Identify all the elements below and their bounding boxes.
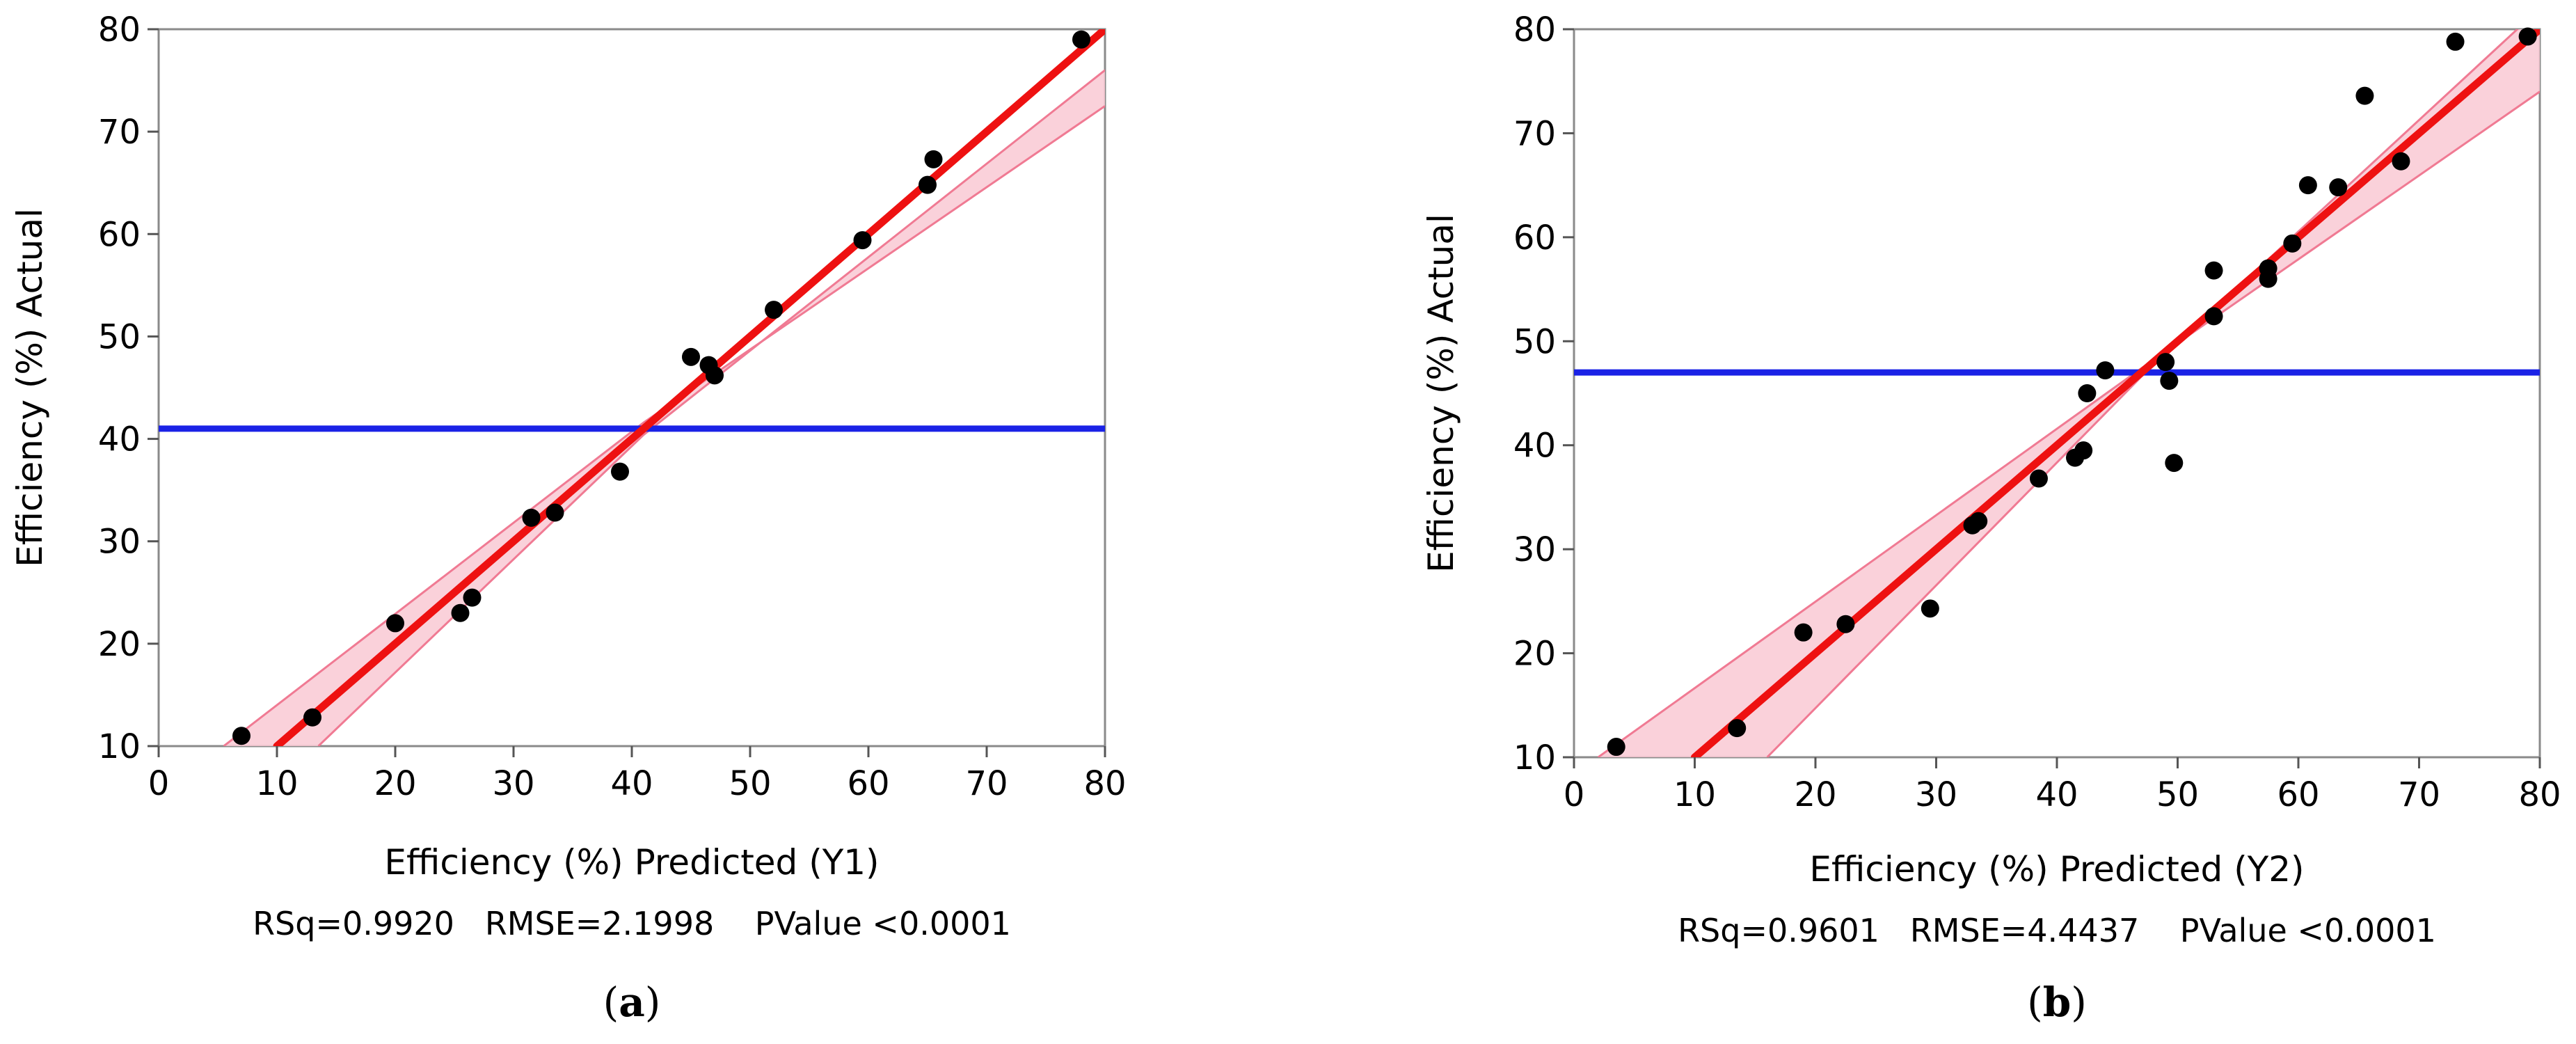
- data-point-25: [2518, 27, 2537, 46]
- data-point-2: [386, 614, 404, 633]
- panel-label-close-paren: ): [2071, 979, 2087, 1026]
- plot-area: [157, 28, 1106, 748]
- x-tick-label-3: 30: [1915, 775, 1957, 814]
- data-point-0: [232, 727, 251, 745]
- data-point-7: [611, 462, 629, 481]
- data-point-2: [1794, 623, 1813, 642]
- data-point-4: [463, 588, 482, 607]
- y-tick-label-0: 10: [1513, 738, 1556, 777]
- x-tick-label-7: 70: [2398, 775, 2440, 814]
- y-tick-label-0: 10: [98, 727, 141, 766]
- chart-panel-a: 0 10 20 30 40 50 60 70 801020304050607080Efficie…: [10, 10, 1127, 1026]
- data-point-21: [2329, 178, 2348, 197]
- data-point-1: [303, 708, 321, 727]
- x-tick-label-2: 20: [1794, 775, 1836, 814]
- panel-label-close-paren: ): [645, 979, 661, 1026]
- x-tick-label-1: 10: [255, 764, 298, 803]
- data-point-14: [2165, 454, 2184, 473]
- y-tick-label-7: 80: [98, 10, 141, 49]
- y-tick-label-2: 30: [98, 523, 141, 562]
- y-tick-label-7: 80: [1513, 10, 1556, 49]
- y-tick-label-4: 50: [98, 317, 141, 356]
- data-point-23: [2392, 152, 2410, 171]
- x-tick-label-7: 70: [965, 764, 1008, 803]
- x-tick-label-0: 0: [148, 764, 170, 803]
- y-tick-label-6: 70: [1513, 114, 1556, 153]
- confidence-band-upper-edge: [223, 105, 1105, 746]
- data-point-0: [1607, 738, 1625, 757]
- data-point-13: [919, 175, 937, 194]
- y-tick-label-3: 40: [98, 420, 141, 459]
- y-tick-label-1: 20: [98, 625, 141, 664]
- x-tick-label-5: 50: [729, 764, 771, 803]
- panel-label-letter: b: [2043, 979, 2072, 1026]
- x-axis-title: Efficiency (%) Predicted (Y2): [1809, 849, 2304, 889]
- confidence-band: [1598, 29, 2540, 757]
- panel-label: (a): [603, 979, 661, 1026]
- data-point-7: [2029, 469, 2048, 488]
- y-tick-label-6: 70: [98, 113, 141, 152]
- x-tick-label-0: 0: [1564, 775, 1585, 814]
- data-point-3: [1836, 615, 1855, 633]
- y-tick-label-5: 60: [1513, 219, 1556, 258]
- x-tick-label-1: 10: [1673, 775, 1716, 814]
- panel-label-open-paren: (: [2027, 979, 2043, 1026]
- x-tick-label-6: 60: [847, 764, 889, 803]
- data-point-6: [1969, 512, 1988, 530]
- data-point-12: [853, 231, 872, 250]
- data-point-9: [2074, 441, 2093, 460]
- data-point-24: [2446, 32, 2465, 51]
- y-axis-title: Efficiency (%) Actual: [10, 208, 50, 567]
- x-tick-label-8: 80: [1083, 764, 1126, 803]
- data-point-10: [2078, 384, 2097, 402]
- y-tick-label-3: 40: [1513, 427, 1556, 466]
- data-point-11: [2096, 361, 2115, 380]
- x-axis-title: Efficiency (%) Predicted (Y1): [384, 842, 879, 883]
- y-tick-label-2: 30: [1513, 530, 1556, 569]
- chart-panel-b: 0 10 20 30 40 50 60 70 801020304050607080Efficie…: [1421, 10, 2561, 1026]
- data-point-4: [1921, 599, 1939, 618]
- plot-content: [159, 29, 1105, 746]
- fit-statistics: RSq=0.9601 RMSE=4.4437 PValue <0.0001: [1678, 912, 2436, 949]
- y-tick-label-5: 60: [98, 215, 141, 254]
- data-point-8: [682, 347, 700, 366]
- fit-statistics: RSq=0.9920 RMSE=2.1998 PValue <0.0001: [253, 905, 1011, 942]
- x-tick-label-8: 80: [2518, 775, 2561, 814]
- data-point-16: [2204, 261, 2223, 280]
- plot-content: [1574, 29, 2540, 757]
- data-point-14: [924, 150, 943, 168]
- x-tick-label-3: 30: [492, 764, 534, 803]
- data-point-11: [765, 301, 783, 319]
- x-tick-label-5: 50: [2156, 775, 2199, 814]
- panel-label-open-paren: (: [603, 979, 619, 1026]
- y-axis-title: Efficiency (%) Actual: [1421, 214, 1461, 573]
- data-point-15: [2204, 307, 2223, 326]
- data-point-3: [451, 603, 470, 622]
- fit-line: [1691, 29, 2540, 757]
- fit-line: [273, 29, 1105, 746]
- data-point-19: [2283, 234, 2302, 253]
- x-tick-label-4: 40: [2035, 775, 2078, 814]
- data-point-6: [546, 503, 564, 522]
- panel-label: (b): [2027, 979, 2087, 1026]
- plot-area: [1573, 28, 2541, 759]
- x-tick-label-2: 20: [374, 764, 416, 803]
- data-point-22: [2355, 86, 2374, 105]
- data-point-15: [1072, 30, 1090, 49]
- y-tick-label-1: 20: [1513, 635, 1556, 674]
- panel-label-letter: a: [619, 979, 645, 1026]
- data-point-13: [2160, 372, 2179, 390]
- data-point-1: [1728, 719, 1747, 738]
- confidence-band-lower-edge: [317, 69, 1105, 746]
- x-tick-label-4: 40: [610, 764, 653, 803]
- y-tick-label-4: 50: [1513, 322, 1556, 361]
- data-point-12: [2156, 353, 2175, 372]
- data-point-20: [2298, 176, 2317, 195]
- data-point-18: [2259, 259, 2277, 278]
- x-tick-label-6: 60: [2277, 775, 2319, 814]
- data-point-10: [706, 366, 724, 385]
- data-point-5: [522, 508, 541, 527]
